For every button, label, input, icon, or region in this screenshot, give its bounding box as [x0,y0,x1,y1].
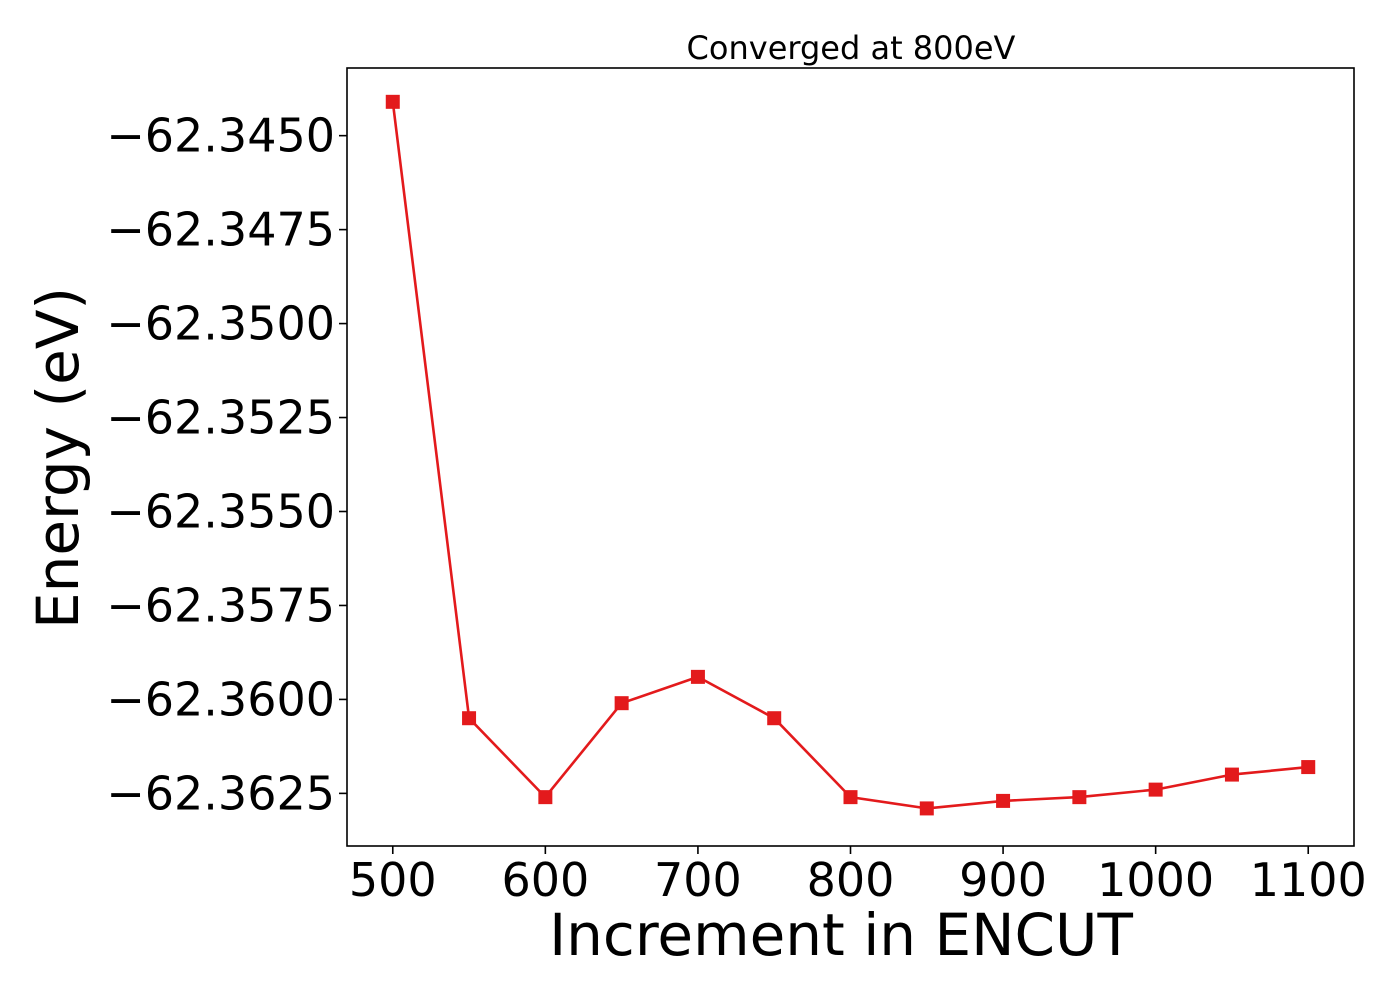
y-tick-label: −62.3450 [106,109,335,163]
data-point-marker [996,793,1011,808]
data-point-marker [462,711,477,726]
plot-area-frame [346,67,1355,847]
x-axis-ticks: 500 600 700 800 900 1000 1100 [349,846,1367,907]
y-tick-label: −62.3475 [106,203,335,257]
data-point-marker [385,94,400,109]
y-tick-label: −62.3625 [106,766,335,820]
data-point-marker [843,790,858,805]
data-point-marker [1224,767,1239,782]
x-tick-label: 1000 [1097,853,1214,907]
data-point-marker [1148,782,1163,797]
chart-title: Converged at 800eV [687,29,1016,67]
y-tick-label: −62.3600 [106,672,335,726]
data-point-marker [690,669,705,684]
x-tick-label: 600 [501,853,589,907]
x-axis-title: Increment in ENCUT [549,901,1133,969]
series-layer [385,94,1316,816]
y-axis-ticks: −62.3450 −62.3475 −62.3500 −62.3525 −62.3550… [106,109,347,820]
series-line [391,101,1309,810]
data-point-marker [1072,790,1087,805]
data-point-marker [1301,760,1316,775]
x-tick-label: 800 [807,853,895,907]
y-axis-title: Energy (eV) [24,287,92,629]
data-point-marker [538,790,553,805]
y-tick-label: −62.3500 [106,297,335,351]
x-tick-label: 700 [654,853,742,907]
x-tick-label: 900 [959,853,1047,907]
y-tick-label: −62.3525 [106,391,335,445]
data-point-marker [614,696,629,711]
y-tick-label: −62.3550 [106,484,335,538]
x-tick-label: 500 [349,853,437,907]
data-point-marker [919,801,934,816]
y-tick-label: −62.3575 [106,578,335,632]
data-point-marker [767,711,782,726]
x-tick-label: 1100 [1250,853,1367,907]
